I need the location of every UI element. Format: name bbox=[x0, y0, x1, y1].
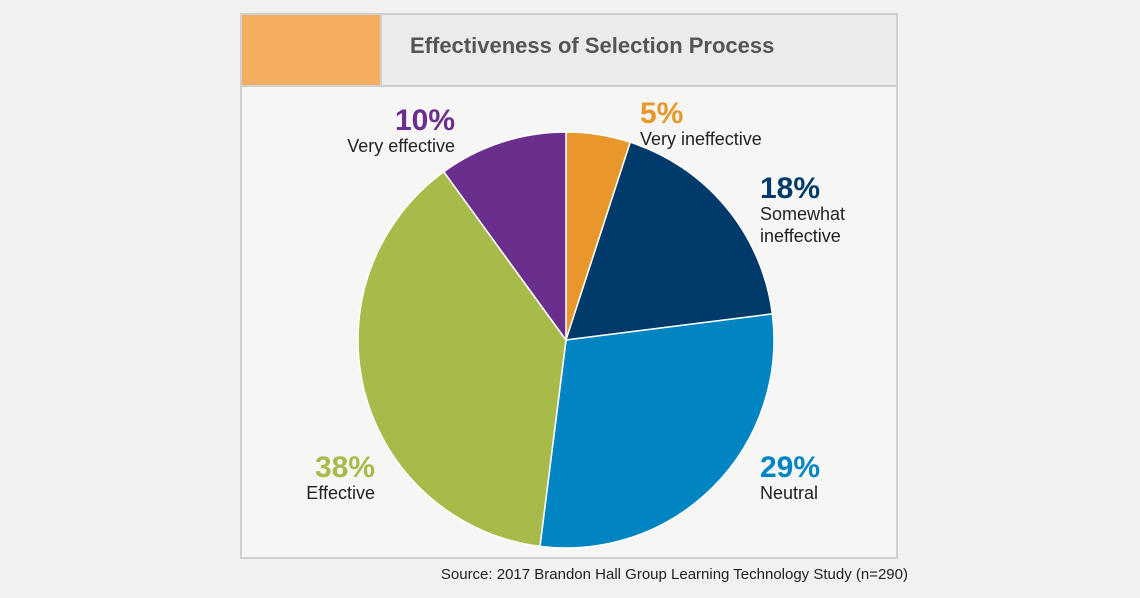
slice-value-label: 18% bbox=[760, 172, 820, 205]
header-accent-block bbox=[242, 15, 382, 85]
pie-slice-neutral bbox=[539, 313, 775, 549]
slice-category-label: Neutral bbox=[760, 483, 818, 503]
slice-category-label: Somewhat bbox=[760, 204, 845, 224]
pie-slice-somewhat-ineffective bbox=[564, 141, 774, 341]
slice-category-label: Very ineffective bbox=[640, 129, 762, 149]
chart-title: Effectiveness of Selection Process bbox=[410, 33, 775, 58]
pie-labels: 5%Very ineffective 18%Somewhatineffective… bbox=[306, 97, 845, 503]
slice-value-label: 10% bbox=[395, 104, 455, 137]
pie-slice-effective bbox=[357, 170, 567, 548]
slice-category-label: Very effective bbox=[347, 136, 455, 156]
chart-header: Effectiveness of Selection Process bbox=[242, 15, 896, 87]
slice-value-label: 38% bbox=[315, 451, 375, 484]
slice-category-label: ineffective bbox=[760, 226, 841, 246]
pie-slice-very-effective bbox=[442, 131, 567, 343]
pie-slices bbox=[357, 131, 775, 549]
slice-value-label: 5% bbox=[640, 97, 683, 130]
slice-category-label: Effective bbox=[306, 483, 375, 503]
slice-value-label: 29% bbox=[760, 451, 820, 484]
source-note: Source: 2017 Brandon Hall Group Learning… bbox=[440, 566, 908, 583]
